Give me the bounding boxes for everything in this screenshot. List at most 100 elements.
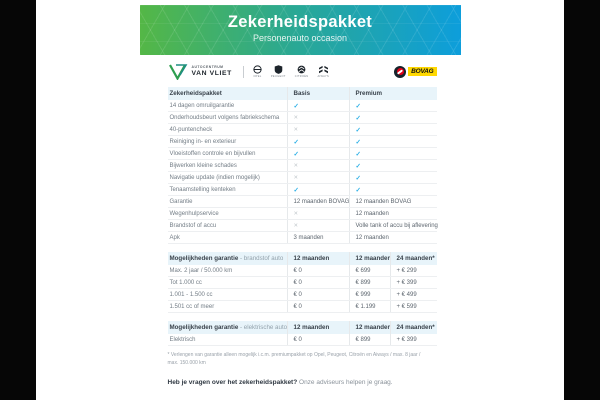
column-header: Basis [286, 87, 349, 100]
van-vliet-v-icon [168, 63, 187, 80]
section-header-row: Zekerheidspakket Basis Premium [167, 87, 437, 100]
comparison-tables: Zekerheidspakket Basis Premium 14 dagen omr… [140, 87, 461, 346]
row-mark-cell: ✓ [348, 136, 437, 147]
row-mark-cell: ✓ [286, 100, 349, 111]
table-row: Wegenhulpservice ✕ 12 maanden [167, 208, 437, 220]
check-icon: ✓ [355, 138, 361, 146]
brand-label: Citroën [294, 75, 309, 78]
table-row: 14 dagen omruilgarantie ✓ ✓ [167, 100, 437, 112]
table-row: Reiniging in- en exterieur ✓ ✓ [167, 136, 437, 148]
footer-question: Heb je vragen over het zekerheidspakket?… [168, 379, 437, 386]
check-icon: ✓ [355, 150, 361, 158]
footer-question-bold: Heb je vragen over het zekerheidspakket? [167, 379, 298, 386]
check-icon: ✓ [293, 138, 299, 146]
section-title: Mogelijkheden garantie - elektrische aut… [169, 324, 288, 331]
row-label: Reiniging in- en exterieur [169, 138, 237, 145]
footnote: * Verlengen van garantie alleen mogelijk… [167, 352, 421, 366]
column-header: 12 maanden [286, 252, 349, 265]
cross-icon: ✕ [293, 126, 299, 133]
row-mark-cell: ✕ [286, 160, 349, 171]
table-row: Elektrisch € 0 € 899 + € 399 [167, 334, 437, 346]
row-mark-cell: ✓ [286, 136, 349, 147]
row-label: Onderhoudsbeurt volgens fabriekschema [169, 114, 280, 121]
brand-logo-citroen: Citroën [295, 65, 309, 78]
row-mark-cell: ✕ [286, 112, 349, 123]
row-value: + € 499 [389, 289, 437, 300]
row-label: Elektrisch [169, 336, 196, 343]
brand-logo-opel: Opel [253, 65, 262, 78]
row-value: 3 maanden [286, 232, 349, 243]
brand-logos: Opel Peugeot [253, 65, 329, 78]
page-title: Zekerheidspakket [227, 13, 373, 31]
table-row: 40-puntencheck ✕ ✓ [167, 124, 437, 136]
table-row: Brandstof of accu ✕ Volle tank of accu bij… [167, 220, 438, 232]
row-label: Garantie [169, 198, 193, 205]
row-label: Max. 2 jaar / 50.000 km [169, 267, 233, 274]
table-row: Apk 3 maanden 12 maanden [167, 232, 437, 244]
bovag-logo: BOVAG [394, 65, 437, 78]
row-label: Vloeistoffen controle en bijvullen [169, 150, 256, 157]
column-header: 24 maanden* [389, 321, 437, 334]
brand-logo-peugeot: Peugeot [271, 65, 286, 78]
row-mark-cell: ✓ [348, 160, 437, 171]
row-label: Wegenhulpservice [169, 210, 219, 217]
row-mark-cell: ✕ [286, 220, 349, 231]
row-mark-cell: ✓ [286, 148, 349, 159]
logo-divider [242, 65, 244, 78]
cross-icon: ✕ [293, 114, 299, 121]
row-label: Tenaamstelling kenteken [169, 186, 236, 193]
cross-icon: ✕ [293, 210, 299, 217]
row-mark-cell: ✓ [348, 172, 437, 183]
check-icon: ✓ [355, 186, 361, 194]
row-value: + € 399 [389, 334, 437, 345]
column-header: 12 maanden [286, 321, 349, 334]
dealer-name-bottom: VAN VLIET [191, 69, 232, 77]
table-section: Zekerheidspakket Basis Premium 14 dagen omr… [167, 87, 438, 244]
table-row: Onderhoudsbeurt volgens fabriekschema ✕ ✓ [167, 112, 437, 124]
row-label: Bijwerken kleine schades [169, 162, 237, 169]
row-label: 14 dagen omruilgarantie [169, 102, 235, 109]
table-row: 1.001 - 1.500 cc € 0 € 999 + € 499 [167, 289, 437, 301]
cross-icon: ✕ [293, 174, 299, 181]
opel-icon [253, 65, 262, 74]
dealer-name-top: AUTOCENTRUM [191, 64, 224, 69]
row-value: 12 maanden [348, 232, 437, 243]
table-row: Garantie 12 maanden BOVAG 12 maanden BOVAG [167, 196, 437, 208]
row-value: € 0 [286, 277, 349, 288]
table-row: 1.501 cc of meer € 0 € 1.199 + € 599 [167, 301, 437, 313]
column-header: 12 maanden [348, 321, 391, 334]
header-banner: Zekerheidspakket Personenauto occasion [139, 5, 461, 55]
row-value: + € 299 [389, 265, 437, 276]
section-title: Zekerheidspakket [169, 90, 222, 97]
row-value: 12 maanden BOVAG [286, 196, 349, 207]
brand-label: Opel [253, 75, 262, 78]
row-value: € 699 [348, 265, 390, 276]
bovag-icon [394, 65, 407, 78]
row-value: € 899 [348, 277, 390, 288]
row-mark-cell: ✓ [348, 112, 437, 123]
row-value: 12 maanden BOVAG [348, 196, 437, 207]
cross-icon: ✕ [293, 162, 299, 169]
row-value: + € 399 [389, 277, 437, 288]
row-label: 1.001 - 1.500 cc [169, 291, 213, 298]
check-icon: ✓ [355, 126, 361, 134]
brand-logo-aiways: Aiways [317, 65, 329, 78]
bovag-wordmark: BOVAG [408, 66, 437, 77]
dealer-logo: AUTOCENTRUM VAN VLIET [168, 63, 232, 80]
section-title: Mogelijkheden garantie - brandstof auto [169, 255, 284, 262]
column-header: 24 maanden* [389, 252, 437, 265]
row-label: Brandstof of accu [169, 222, 217, 229]
row-label: Tot 1.000 cc [169, 279, 202, 286]
document-page: Zekerheidspakket Personenauto occasion A… [36, 0, 564, 400]
row-mark-cell: ✓ [348, 100, 437, 111]
row-label: 40-puntencheck [169, 126, 213, 133]
row-mark-cell: ✕ [286, 208, 349, 219]
table-section: Mogelijkheden garantie - brandstof auto 1… [167, 252, 437, 313]
row-label: Navigatie update (indien mogelijk) [169, 174, 260, 181]
row-value: € 0 [286, 334, 349, 345]
check-icon: ✓ [355, 162, 361, 170]
table-row: Navigatie update (indien mogelijk) ✕ ✓ [167, 172, 437, 184]
brand-label: Peugeot [270, 75, 286, 78]
section-header-row: Mogelijkheden garantie - elektrische aut… [167, 321, 437, 334]
row-mark-cell: ✓ [348, 184, 437, 195]
